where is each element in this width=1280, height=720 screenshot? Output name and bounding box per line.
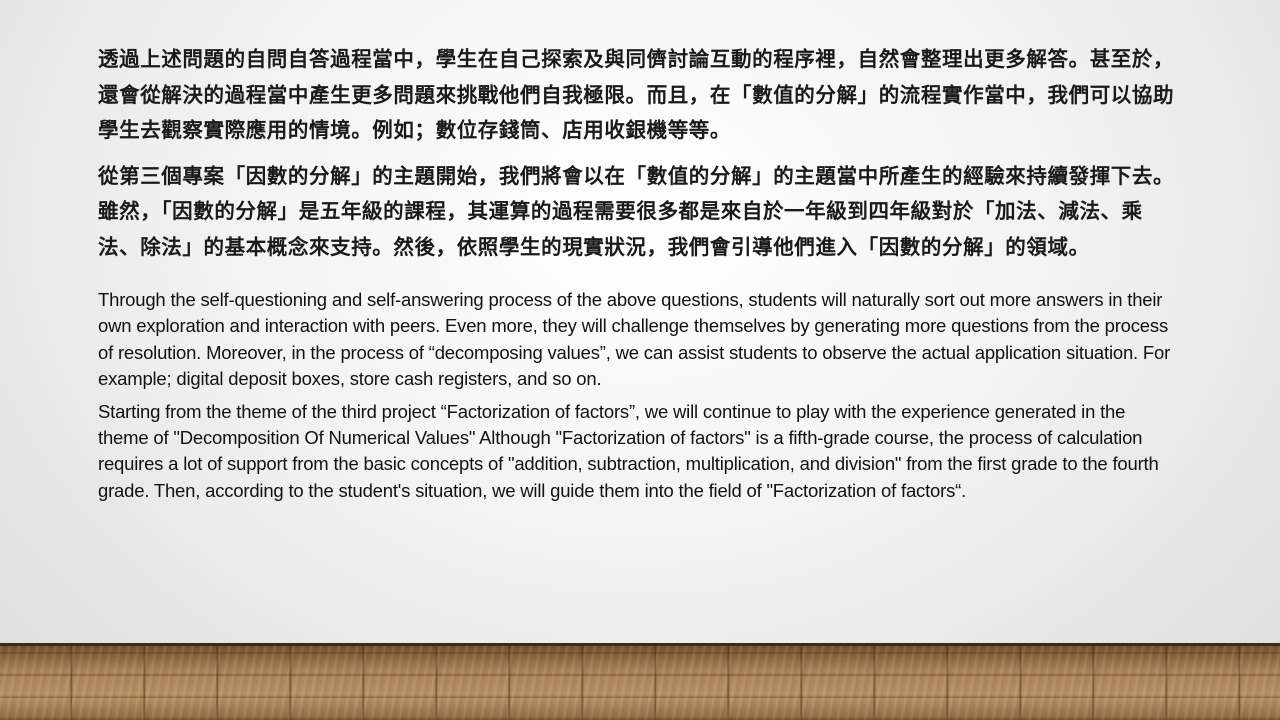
- paragraph-zh-2: 從第三個專案「因數的分解」的主題開始，我們將會以在「數值的分解」的主題當中所產生…: [98, 163, 1175, 259]
- wood-floor-decoration: [0, 643, 1280, 720]
- paragraph-en-2: Starting from the theme of the third pro…: [98, 400, 1159, 501]
- paragraph-zh-1: 透過上述問題的自問自答過程當中，學生在自己探索及與同儕討論互動的程序裡，自然會整…: [98, 47, 1175, 142]
- wood-grain: [0, 643, 1280, 720]
- paragraph-en-1: Through the self-questioning and self-an…: [98, 289, 1171, 390]
- floor-edge: [0, 643, 1280, 646]
- slide-body: 透過上述問題的自問自答過程當中，學生在自己探索及與同儕討論互動的程序裡，自然會整…: [98, 42, 1178, 510]
